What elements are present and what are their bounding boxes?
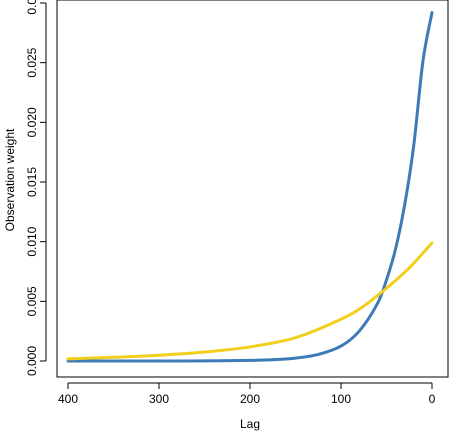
x-tick-label: 200 (240, 392, 260, 406)
y-tick-label: 0.005 (25, 286, 39, 316)
plot-frame (56, 0, 449, 378)
x-tick-label: 300 (149, 392, 169, 406)
y-tick-label: 0.025 (25, 47, 39, 77)
y-tick-label: 0.010 (25, 226, 39, 256)
y-tick-label: 0.020 (25, 107, 39, 137)
series-line-2 (66, 241, 434, 361)
x-tick-label: 100 (331, 392, 351, 406)
y-axis: 0.000 0.005 0.010 0.015 0.020 0.025 0.03 (25, 0, 47, 376)
x-axis: 400 300 200 100 0 (58, 382, 436, 406)
x-tick-label: 400 (58, 392, 78, 406)
y-tick-label: 0.015 (25, 167, 39, 197)
y-axis-title: Observation weight (3, 128, 17, 231)
series-line-1 (66, 11, 434, 363)
x-axis-title: Lag (240, 417, 260, 431)
y-tick-label: 0.03 (25, 0, 39, 15)
y-tick-label: 0.000 (25, 346, 39, 376)
series-layer (66, 11, 434, 363)
x-tick-label: 0 (429, 392, 436, 406)
